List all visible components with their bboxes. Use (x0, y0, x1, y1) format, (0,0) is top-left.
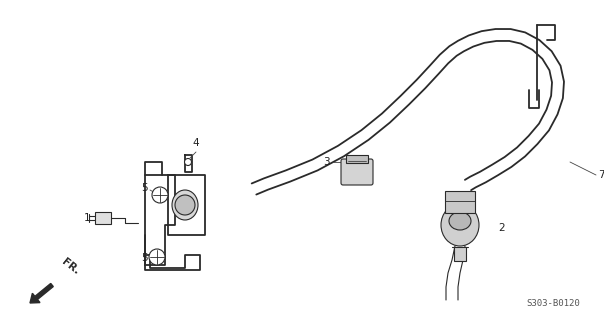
Text: 4: 4 (193, 138, 199, 148)
Text: 1: 1 (83, 213, 90, 223)
FancyBboxPatch shape (341, 159, 373, 185)
Ellipse shape (172, 190, 198, 220)
Text: 7: 7 (598, 170, 604, 180)
Bar (95, 212, 111, 224)
Text: 2: 2 (498, 223, 504, 233)
Circle shape (152, 187, 168, 203)
Bar (445, 191, 475, 213)
Ellipse shape (449, 212, 471, 230)
Text: 5: 5 (141, 183, 148, 193)
Bar (454, 247, 466, 261)
Text: S303-B0120: S303-B0120 (526, 299, 580, 308)
Circle shape (175, 195, 195, 215)
Text: 3: 3 (323, 157, 330, 167)
Text: FR.: FR. (60, 257, 82, 277)
Ellipse shape (441, 204, 479, 246)
Text: 5: 5 (141, 253, 148, 263)
FancyArrow shape (30, 284, 53, 303)
Bar (346, 155, 368, 163)
Circle shape (149, 249, 165, 265)
Circle shape (184, 158, 191, 165)
